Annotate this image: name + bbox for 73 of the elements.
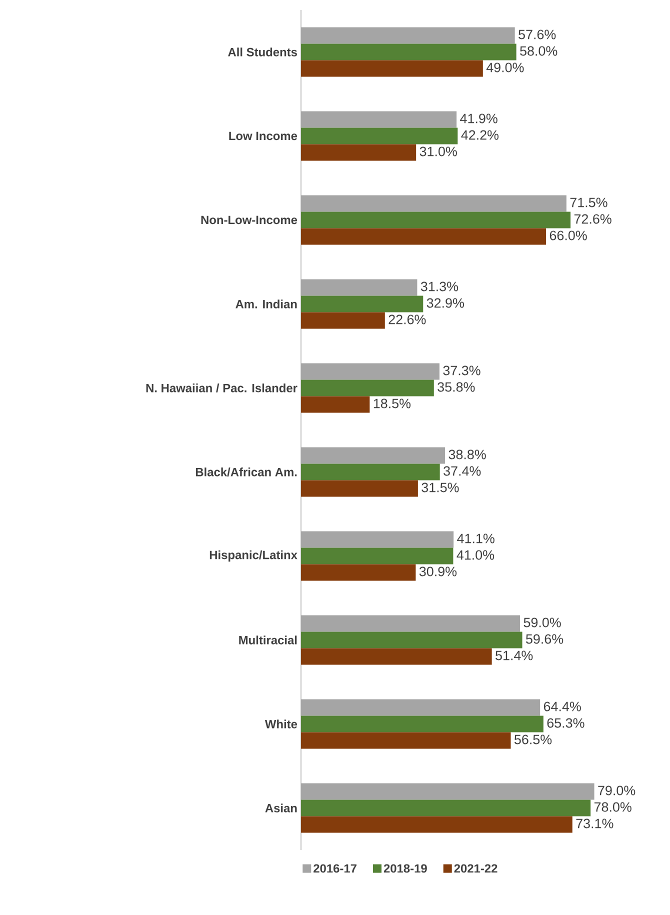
bar xyxy=(301,195,566,212)
data-label: 66.0% xyxy=(550,230,587,240)
data-label: 57.6% xyxy=(518,30,556,40)
data-label: 18.5% xyxy=(374,398,411,408)
data-label: 42.2% xyxy=(461,130,499,140)
y-tick-label: Low Income xyxy=(229,132,298,140)
data-label: 56.5% xyxy=(514,734,552,744)
bar xyxy=(301,60,483,77)
bar xyxy=(301,279,418,296)
y-tick-label: Hispanic/Latinx xyxy=(210,550,298,562)
legend-label: 2016-17 xyxy=(314,864,356,873)
bar xyxy=(301,732,511,749)
bar xyxy=(301,548,454,564)
bar xyxy=(301,464,440,480)
data-label: 72.6% xyxy=(574,214,612,224)
bar xyxy=(301,380,434,396)
bar xyxy=(301,312,385,329)
bar xyxy=(301,783,594,800)
bar xyxy=(301,648,492,665)
bar xyxy=(301,144,416,161)
bar xyxy=(301,699,540,716)
data-label: 59.0% xyxy=(524,618,561,628)
bar xyxy=(301,480,418,497)
data-label: 22.6% xyxy=(388,314,426,324)
data-label: 71.5% xyxy=(570,198,608,208)
data-label: 73.1% xyxy=(576,818,614,828)
y-tick-label: Black/African Am. xyxy=(196,468,297,476)
bar xyxy=(301,396,370,413)
data-label: 35.8% xyxy=(438,382,475,392)
bar xyxy=(301,447,446,464)
bar xyxy=(301,531,454,548)
bar xyxy=(301,800,591,816)
bar xyxy=(301,816,572,833)
bar xyxy=(301,296,424,312)
bar xyxy=(301,111,457,128)
data-label: 41.1% xyxy=(457,534,494,544)
bar xyxy=(301,716,544,732)
bar xyxy=(301,27,515,44)
data-label: 64.4% xyxy=(544,702,581,712)
bar xyxy=(301,363,440,380)
data-label: 58.0% xyxy=(520,46,558,56)
bar xyxy=(301,212,571,228)
data-label: 31.0% xyxy=(420,146,457,156)
data-label: 65.3% xyxy=(547,718,584,728)
y-tick-label: Multiracial xyxy=(239,636,297,644)
bar xyxy=(301,44,516,60)
data-label: 31.3% xyxy=(420,282,458,292)
data-label: 41.0% xyxy=(456,550,494,560)
y-tick-label: White xyxy=(264,720,298,728)
data-label: 32.9% xyxy=(426,298,464,308)
bar xyxy=(301,228,546,245)
data-label: 31.5% xyxy=(422,482,459,492)
data-label: 41.9% xyxy=(460,114,498,124)
legend-label: 2018-19 xyxy=(384,864,427,873)
data-label: 38.8% xyxy=(448,450,486,460)
bar xyxy=(301,632,522,648)
data-label: 37.3% xyxy=(443,366,480,376)
bar xyxy=(301,564,416,581)
y-tick-label: Asian xyxy=(265,804,297,812)
data-label: 78.0% xyxy=(594,802,632,812)
bar xyxy=(301,615,520,632)
data-label: 79.0% xyxy=(598,786,636,796)
y-tick-label: Am. Indian xyxy=(236,300,297,308)
data-label: 49.0% xyxy=(486,62,524,72)
y-tick-label: Non-Low-Income xyxy=(201,216,298,224)
data-label: 37.4% xyxy=(444,466,481,476)
data-label: 51.4% xyxy=(496,650,533,660)
legend-label: 2021-22 xyxy=(454,864,498,873)
bar xyxy=(301,128,458,144)
y-tick-label: All Students xyxy=(228,48,297,56)
y-tick-label: N. Hawaiian / Pac. Islander xyxy=(146,384,298,392)
data-label: 59.6% xyxy=(526,634,564,644)
data-label: 30.9% xyxy=(419,566,457,576)
